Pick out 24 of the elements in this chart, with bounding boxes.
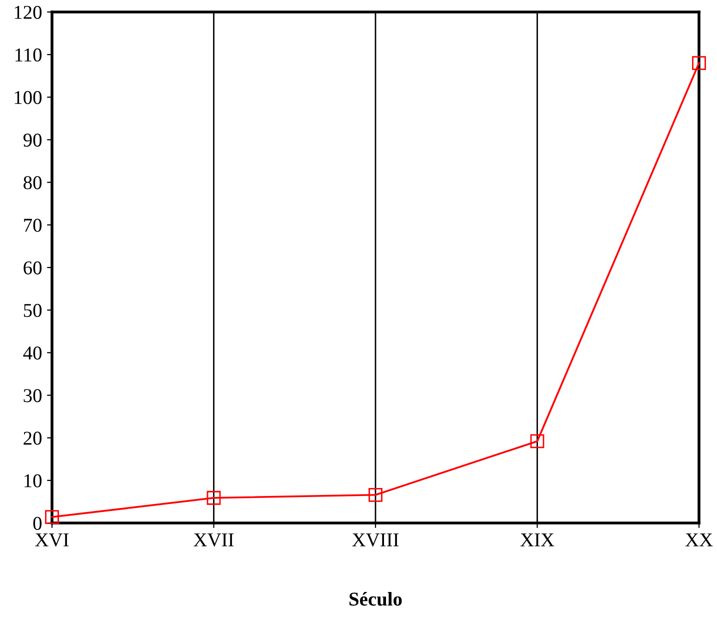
y-tick-label: 80 xyxy=(24,176,42,190)
point xyxy=(45,510,59,524)
y-tick-label: 0 xyxy=(33,516,42,530)
y-tick-label: 50 xyxy=(24,304,42,318)
x-tick-label: XIX xyxy=(520,533,554,546)
y-tick-label: 70 xyxy=(24,218,42,232)
x-tick-label: XVII xyxy=(194,533,234,547)
x-tick-label: XVI xyxy=(35,533,69,547)
y-tick-label: 100 xyxy=(14,90,42,104)
point xyxy=(530,434,544,448)
x-tick-label: XX xyxy=(685,533,713,546)
y-tick-label: 30 xyxy=(24,389,42,402)
y-tick-label: 10 xyxy=(24,474,42,488)
point xyxy=(206,490,221,505)
y-tick-label: 20 xyxy=(24,432,42,445)
y-tick-label: 60 xyxy=(24,261,42,274)
y-tick-label: 120 xyxy=(14,6,42,19)
y-tick-label: 90 xyxy=(23,134,42,147)
x-axis-title: Século xyxy=(350,592,402,606)
y-tick-label: 110 xyxy=(16,48,42,62)
x-tick-label: XVIII xyxy=(352,533,399,547)
point xyxy=(692,56,706,70)
y-tick-label: 40 xyxy=(23,346,42,360)
point xyxy=(368,488,382,502)
